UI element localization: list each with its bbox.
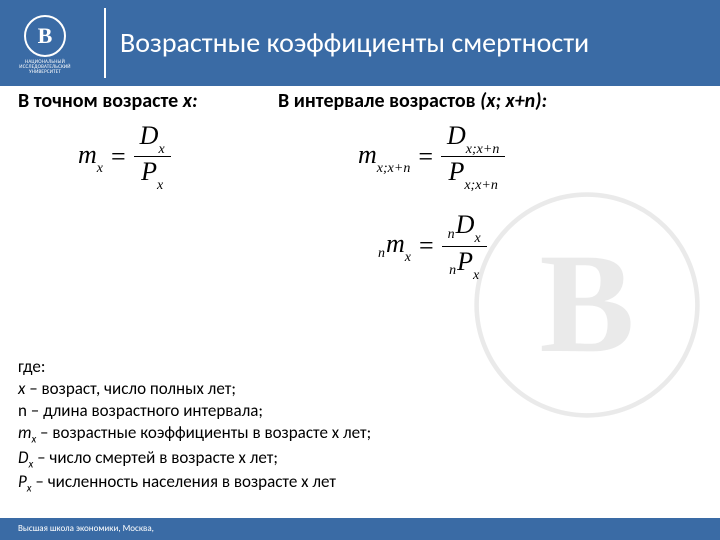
eq-lhs-sub: x (97, 161, 103, 176)
legend-line-4: Dx – число смертей в возрасте х лет; (18, 447, 371, 472)
eq-den-base: P (457, 247, 473, 276)
eq-num-sub: x (158, 142, 164, 157)
eq-presub: n (448, 227, 455, 242)
legend-text: – возрастные коэффициенты в возрасте х л… (36, 422, 371, 443)
fraction-right-1: Dx;x+n Px;x+n (441, 123, 505, 190)
eq-num-base: D (456, 210, 475, 239)
eq-den-base: P (448, 157, 464, 186)
eq-den-sub: x;x+n (464, 178, 498, 193)
slide: В В НАЦИОНАЛЬНЫЙ ИССЛЕДОВАТЕЛЬСКИЙ УНИВЕ… (0, 0, 720, 540)
legend-line-1: x – возраст, число полных лет; (18, 378, 371, 400)
eq-lhs-sub: x (405, 250, 411, 265)
column-left: В точном возрасте x: mx = Dx Px (18, 90, 278, 280)
subhead-right-ital: (x; x+n): (480, 89, 547, 113)
legend-sym: n (18, 400, 27, 421)
eq-presub: n (449, 263, 456, 278)
subhead-left-ital: x: (183, 89, 198, 113)
legend-text: – численность населения в возрасте х лет (32, 471, 336, 492)
legend-sym: D (18, 447, 28, 468)
fraction-left: Dx Px (134, 123, 171, 190)
subhead-left: В точном возрасте x: (18, 90, 278, 113)
logo-caption: НАЦИОНАЛЬНЫЙ ИССЛЕДОВАТЕЛЬСКИЙ УНИВЕРСИТ… (0, 60, 90, 76)
equals-sign: = (419, 231, 434, 261)
logo-icon: В (31, 22, 59, 50)
content-area: В точном возрасте x: mx = Dx Px (18, 90, 702, 516)
subhead-right: В интервале возрастов (x; x+n): (278, 90, 702, 113)
eq-lhs-base: m (386, 229, 405, 258)
legend-sym: m (18, 422, 31, 443)
legend-text: – длина возрастного интервала; (27, 400, 263, 421)
equation-right-1: mx;x+n = Dx;x+n Px;x+n (358, 123, 505, 190)
eq-lhs-base: m (78, 140, 97, 169)
logo-block: В НАЦИОНАЛЬНЫЙ ИССЛЕДОВАТЕЛЬСКИЙ УНИВЕРС… (0, 0, 90, 86)
eq-num-sub: x;x+n (466, 142, 500, 157)
legend-text: – возраст, число полных лет; (25, 378, 236, 399)
formula-right-1: mx;x+n = Dx;x+n Px;x+n (358, 123, 702, 190)
legend: где: x – возраст, число полных лет; n – … (18, 356, 371, 496)
eq-num-sub: x (474, 231, 480, 246)
eq-den-sub: x (473, 268, 479, 283)
header-band: В НАЦИОНАЛЬНЫЙ ИССЛЕДОВАТЕЛЬСКИЙ УНИВЕРС… (0, 0, 720, 86)
column-right: В интервале возрастов (x; x+n): mx;x+n =… (278, 90, 702, 280)
header-divider (104, 8, 106, 78)
eq-presub: n (378, 246, 385, 261)
equation-right-2: nmx = nDx nPx (378, 212, 487, 279)
columns: В точном возрасте x: mx = Dx Px (18, 90, 702, 280)
formula-left: mx = Dx Px (78, 123, 278, 190)
legend-sym: P (18, 471, 27, 492)
footer-strip: Высшая школа экономики, Москва, (0, 518, 720, 540)
title-block: Возрастные коэффициенты смертности (120, 28, 720, 59)
eq-lhs-base: m (358, 140, 377, 169)
subhead-right-text: В интервале возрастов (278, 89, 480, 113)
equals-sign: = (111, 142, 126, 172)
eq-den-base: P (141, 157, 157, 186)
legend-line-2: n – длина возрастного интервала; (18, 400, 371, 422)
page-title: Возрастные коэффициенты смертности (120, 28, 700, 59)
logo-caption-line2: УНИВЕРСИТЕТ (29, 69, 61, 75)
formula-right-2: nmx = nDx nPx (378, 212, 702, 279)
fraction-right-2: nDx nPx (442, 212, 487, 279)
footer-text: Высшая школа экономики, Москва, (0, 518, 720, 534)
equals-sign: = (418, 142, 433, 172)
eq-den-sub: x (157, 178, 163, 193)
logo-letter: В (38, 23, 53, 48)
eq-lhs-sub: x;x+n (377, 161, 411, 176)
eq-num-base: D (447, 121, 466, 150)
legend-where: где: (18, 356, 371, 378)
eq-num-base: D (140, 121, 159, 150)
equation-left: mx = Dx Px (78, 123, 171, 190)
legend-line-5: Px – численность населения в возрасте х … (18, 471, 371, 496)
legend-text: – число смертей в возрасте х лет; (33, 447, 278, 468)
logo-circle: В (24, 15, 66, 57)
legend-line-3: mx – возрастные коэффициенты в возрасте … (18, 422, 371, 447)
subhead-left-text: В точном возрасте (18, 89, 183, 113)
